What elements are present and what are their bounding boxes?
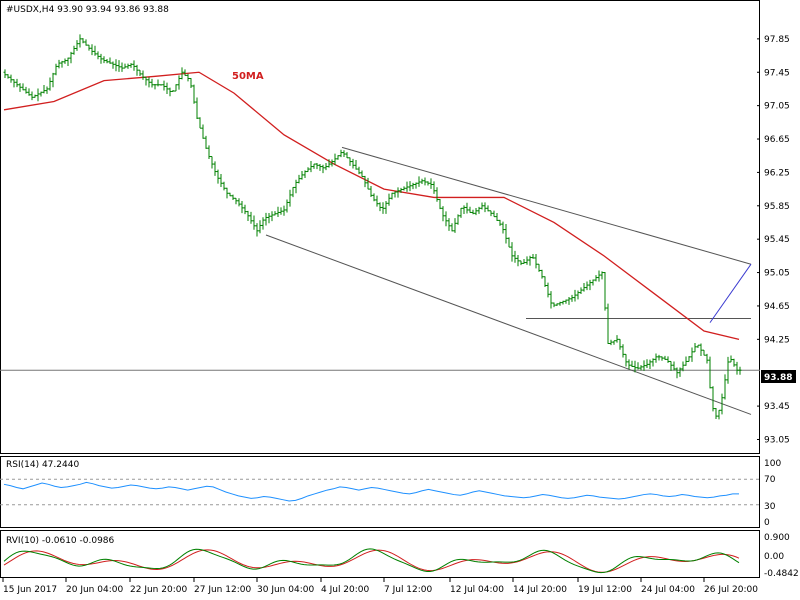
symbol-header: #USDX,H4 93.90 93.94 93.86 93.88 <box>6 5 169 15</box>
ma50-series <box>3 71 740 340</box>
y-tick-label: 95.05 <box>764 269 790 279</box>
rsi-series <box>0 478 760 506</box>
x-tick-label: 14 Jul 20:00 <box>513 585 567 595</box>
rsi-label: RSI(14) 47.2440 <box>6 460 79 470</box>
x-tick-label: 27 Jun 12:00 <box>194 585 251 595</box>
candles <box>3 34 742 420</box>
y-tick-label: 97.45 <box>764 68 790 78</box>
rvi-label: RVI(10) -0.0610 -0.0986 <box>6 536 115 546</box>
rvi-series <box>3 548 740 574</box>
rsi-panel-frame <box>0 456 760 528</box>
ma50-line <box>3 71 740 340</box>
rsi-level-0: 0 <box>764 518 770 528</box>
x-tick-label: 24 Jul 04:00 <box>641 585 695 595</box>
x-tick-label: 19 Jul 12:00 <box>578 585 632 595</box>
y-tick-label: 93.05 <box>764 435 790 445</box>
x-tick-label: 7 Jul 12:00 <box>384 585 433 595</box>
rsi-line <box>3 481 739 502</box>
y-tick-label: 95.45 <box>764 235 790 245</box>
rvi-main-line <box>3 548 740 574</box>
price-tag: 93.88 <box>764 373 792 383</box>
rsi-level-70: 70 <box>764 475 776 485</box>
y-tick-label: 97.85 <box>764 35 790 45</box>
channel-upper-line <box>341 146 752 265</box>
rsi-level-100: 100 <box>764 459 781 469</box>
y-tick-label: 97.05 <box>764 102 790 112</box>
x-tick-label: 12 Jul 04:00 <box>450 585 504 595</box>
y-tick-label: 96.25 <box>764 168 790 178</box>
ma-label: 50MA <box>232 71 264 82</box>
time-axis: 15 Jun 2017 20 Jun 04:00 22 Jun 20:00 27 Ju… <box>2 578 758 595</box>
rvi-level-bottom: -0.4842 <box>764 569 799 579</box>
y-tick-label: 94.25 <box>764 335 790 345</box>
y-tick-label: 96.65 <box>764 135 790 145</box>
x-tick-label: 30 Jun 04:00 <box>257 585 314 595</box>
main-panel-frame <box>0 0 760 454</box>
rvi-panel-frame <box>0 530 760 578</box>
x-tick-label: 20 Jun 04:00 <box>66 585 123 595</box>
rvi-signal-line <box>3 549 740 573</box>
y-tick-label: 94.65 <box>764 302 790 312</box>
y-tick-label: 95.85 <box>764 202 790 212</box>
x-tick-label: 4 Jul 20:00 <box>321 585 370 595</box>
rvi-level-top: 0.900 <box>764 533 790 543</box>
channel-projection-line <box>709 263 752 323</box>
rsi-level-30: 30 <box>764 502 776 512</box>
x-tick-label: 15 Jun 2017 <box>3 585 57 595</box>
x-tick-label: 22 Jun 20:00 <box>130 585 187 595</box>
channel-lower-line <box>265 234 752 415</box>
price-axis: 97.85 97.45 97.05 96.65 96.25 95.85 95.45 95.05… <box>757 35 790 445</box>
x-tick-label: 26 Jul 20:00 <box>704 585 758 595</box>
y-tick-label: 93.45 <box>764 402 790 412</box>
trendlines <box>0 146 760 415</box>
rvi-level-zero: 0.00 <box>764 552 784 562</box>
price-tag-bg <box>761 370 796 383</box>
